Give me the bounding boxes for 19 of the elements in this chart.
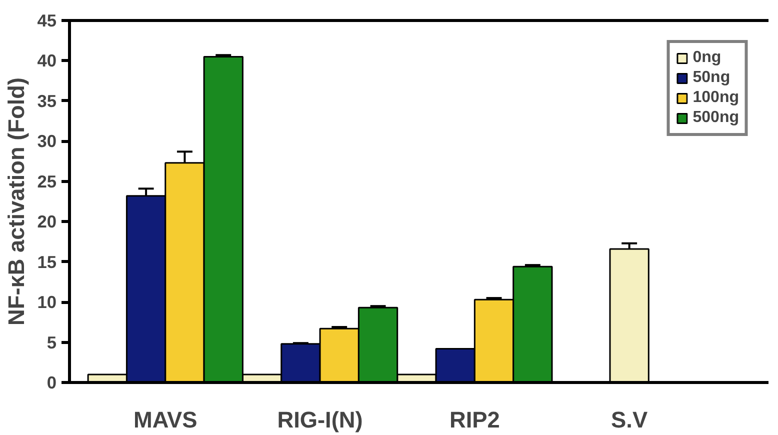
x-tick-label: MAVS [133,406,198,432]
y-tick-label: 45 [37,10,57,30]
x-tick-label: RIP2 [449,406,500,432]
y-tick-label: 20 [37,212,57,232]
y-tick-label: 0 [46,372,57,392]
y-tick-label: 15 [37,252,57,272]
legend-label: 50ng [692,69,730,87]
y-tick-label: 35 [37,90,57,111]
y-tick-label: 40 [37,50,57,71]
y-tick-label: 10 [37,292,57,312]
legend-label: 0ng [692,49,722,67]
legend-label: 100ng [692,89,739,107]
y-axis-title: NF-κB activation (Fold) [3,77,30,326]
legend-label: 500ng [692,109,739,127]
y-tick-label: 25 [37,171,57,192]
y-tick-label: 30 [37,131,57,152]
x-tick-label: RIG-I(N) [277,406,363,432]
y-tick-label: 5 [46,332,57,352]
x-tick-label: S.V [611,406,648,432]
